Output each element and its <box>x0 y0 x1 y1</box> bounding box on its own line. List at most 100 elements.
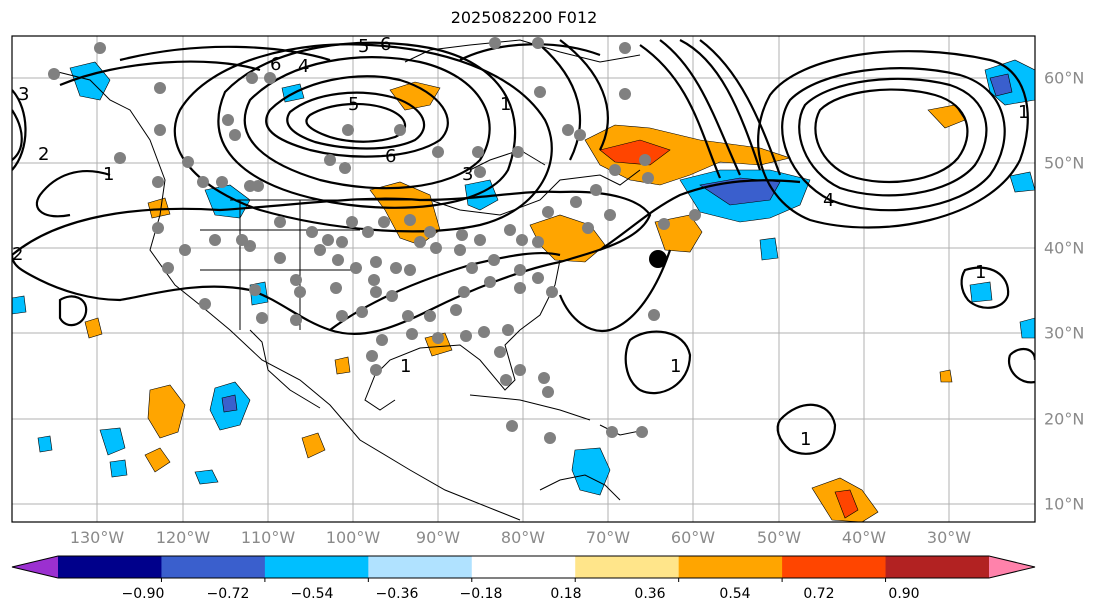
contour-label: 1 <box>800 429 811 450</box>
station-markers <box>48 37 701 444</box>
contour-label: 6 <box>270 54 281 75</box>
negative-anomaly-patch <box>12 295 27 315</box>
station-dot <box>290 314 302 326</box>
station-dot <box>458 286 470 298</box>
station-dot <box>542 206 554 218</box>
station-dot <box>366 350 378 362</box>
negative-anomaly-patch <box>37 435 53 453</box>
station-dot <box>432 146 444 158</box>
contour-label: 1 <box>975 262 986 283</box>
station-dot <box>478 326 490 338</box>
lon-label: 80°W <box>500 528 546 547</box>
station-dot <box>570 196 582 208</box>
lat-label: 10°N <box>1044 494 1085 514</box>
station-dot <box>574 129 586 141</box>
station-dot <box>390 262 402 274</box>
station-dot <box>322 234 334 246</box>
colorbar-segment <box>678 556 783 578</box>
colorbar-tick-label: −0.18 <box>459 586 503 602</box>
station-dot <box>376 334 388 346</box>
station-dot <box>222 114 234 126</box>
station-dot <box>432 332 444 344</box>
contour-label: 6 <box>385 146 396 167</box>
station-dot <box>346 216 358 228</box>
station-dot <box>152 176 164 188</box>
negative-anomaly-patch <box>99 427 126 456</box>
station-dot <box>386 290 398 302</box>
station-dot <box>274 252 286 264</box>
colorbar-extend-high <box>989 556 1035 578</box>
lon-label: 50°W <box>756 528 802 547</box>
station-dot <box>562 124 574 136</box>
station-dot <box>336 310 348 322</box>
station-dot <box>256 312 268 324</box>
station-dot <box>514 264 526 276</box>
station-dot <box>314 244 326 256</box>
station-dot <box>472 146 484 158</box>
contour-label: 1 <box>400 356 411 377</box>
station-dot <box>244 240 256 252</box>
station-dot <box>430 242 442 254</box>
station-dot <box>609 164 621 176</box>
station-dot <box>466 262 478 274</box>
negative-anomaly-patch <box>109 459 128 478</box>
station-dot <box>642 172 654 184</box>
colorbar-segment <box>782 556 887 578</box>
station-dot <box>658 218 670 230</box>
station-dot <box>532 272 544 284</box>
lon-label: 130°W <box>69 528 125 547</box>
station-dot <box>197 176 209 188</box>
positive-anomaly-patch <box>834 489 859 519</box>
station-dot <box>488 254 500 266</box>
station-dot <box>249 284 261 296</box>
station-dot <box>229 129 241 141</box>
lon-label: 110°W <box>240 528 296 547</box>
station-dot <box>532 37 544 49</box>
colorbar-tick-label: 0.90 <box>888 586 920 602</box>
station-dot <box>252 180 264 192</box>
station-dot <box>534 86 546 98</box>
station-dot <box>394 124 406 136</box>
contour-label: 3 <box>18 84 29 105</box>
positive-anomaly-patch <box>301 432 326 459</box>
colorbar-segment <box>161 556 266 578</box>
contour-label-group: 1 1 1 1 1 1 1 2 2 3 3 4 4 5 5 6 6 6 <box>12 36 1029 450</box>
colorbar-tick-label: 0.72 <box>803 586 835 602</box>
contour-label: 1 <box>103 164 114 185</box>
colorbar-tick-label: −0.72 <box>206 586 250 602</box>
station-dot <box>590 184 602 196</box>
contour-label: 2 <box>38 144 49 165</box>
station-dot <box>689 209 701 221</box>
station-dot <box>532 236 544 248</box>
station-dot <box>474 234 486 246</box>
contour-label: 4 <box>298 56 309 77</box>
station-dot <box>402 310 414 322</box>
station-dot <box>114 152 126 164</box>
colorbar-segment <box>575 556 680 578</box>
station-dot <box>604 209 616 221</box>
station-dot <box>370 256 382 268</box>
station-dot <box>489 37 501 49</box>
station-dot <box>209 234 221 246</box>
coastlines <box>49 39 646 521</box>
station-dot <box>336 236 348 248</box>
colorbar-tick-label: −0.36 <box>375 586 419 602</box>
station-dot <box>504 224 516 236</box>
positive-anomaly-patch <box>599 139 671 166</box>
map-frame <box>11 35 1036 523</box>
station-dot <box>330 282 342 294</box>
station-dot <box>456 229 468 241</box>
lon-label: 40°W <box>841 528 887 547</box>
station-dot <box>414 236 426 248</box>
contour-label: 5 <box>348 94 359 115</box>
colorbar-tick-label: 0.54 <box>719 586 751 602</box>
station-dot <box>494 346 506 358</box>
station-dot <box>450 304 462 316</box>
colorbar-tick-label: −0.90 <box>121 586 165 602</box>
negative-anomaly-patch <box>194 469 219 485</box>
colorbar-outline <box>11 555 1036 579</box>
contour-label: 1 <box>670 356 681 377</box>
contour-label: 4 <box>823 190 834 211</box>
lat-label: 40°N <box>1044 238 1085 258</box>
